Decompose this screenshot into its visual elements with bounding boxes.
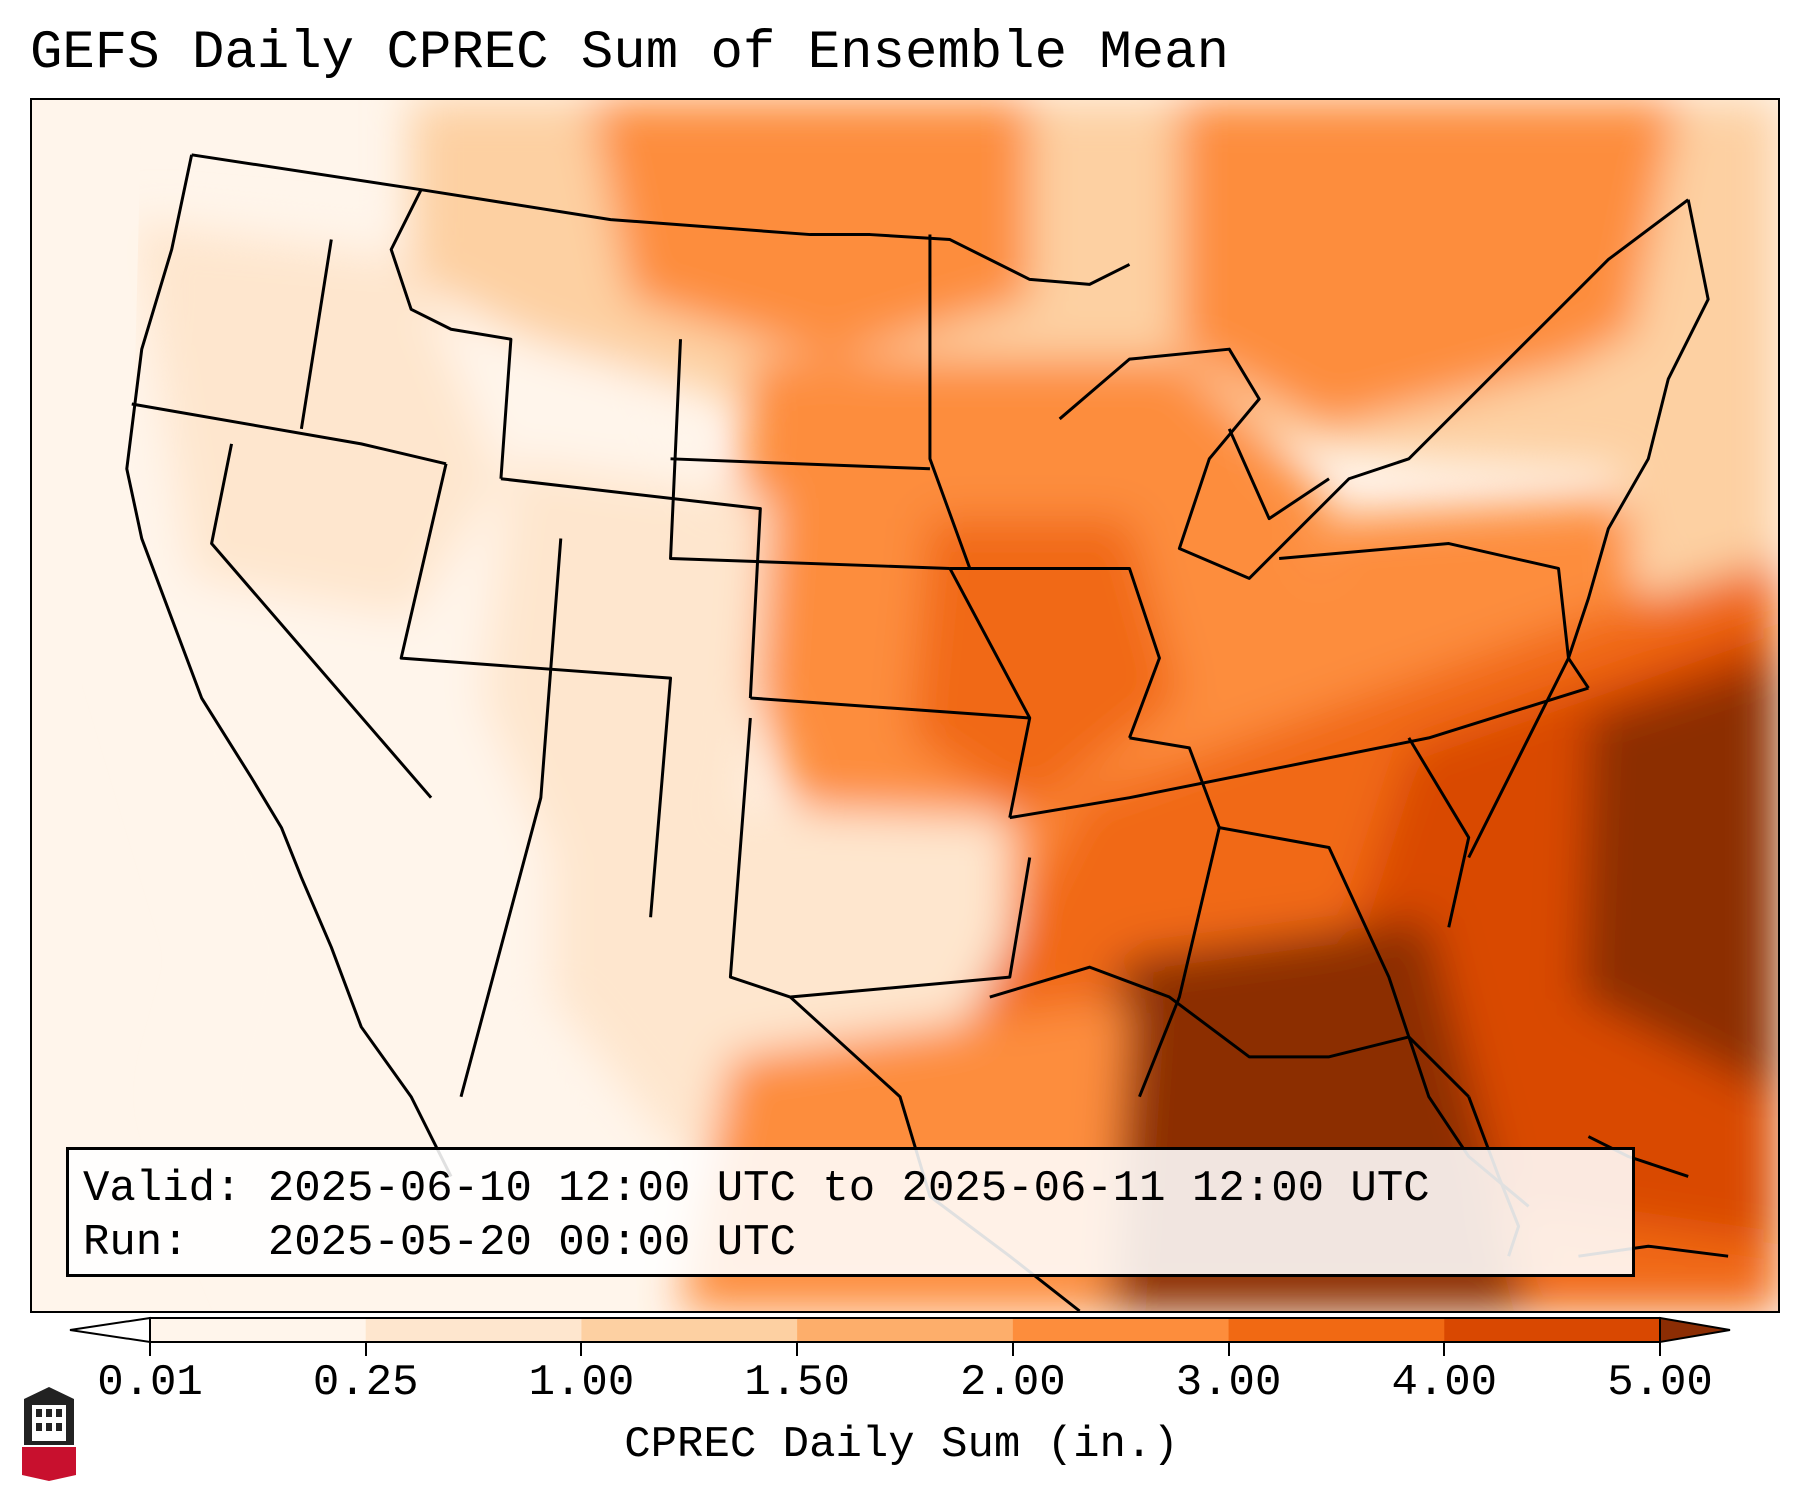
colorbar-tick-mark xyxy=(364,1342,367,1356)
colorbar-extend-low xyxy=(69,1316,151,1344)
colorbar-tick-mark xyxy=(1443,1342,1446,1356)
valid-run-info-box: Valid: 2025-06-10 12:00 UTC to 2025-06-1… xyxy=(66,1147,1635,1277)
colorbar-segment xyxy=(365,1318,582,1342)
colorbar-tick-label: 1.00 xyxy=(528,1358,635,1408)
run-line: Run: 2025-05-20 00:00 UTC xyxy=(83,1216,1618,1270)
valid-line: Valid: 2025-06-10 12:00 UTC to 2025-06-1… xyxy=(83,1162,1618,1216)
colorbar-segment xyxy=(1444,1318,1661,1342)
colorbar-tick-mark xyxy=(580,1342,583,1356)
valid-label: Valid: xyxy=(83,1164,242,1214)
colorbar-tick-mark xyxy=(149,1342,151,1356)
colorbar-tick-label: 3.00 xyxy=(1175,1358,1282,1408)
colorbar-tick-mark xyxy=(1227,1342,1230,1356)
valid-value: 2025-06-10 12:00 UTC to 2025-06-11 12:00… xyxy=(267,1164,1430,1214)
run-value: 2025-05-20 00:00 UTC xyxy=(267,1218,796,1268)
colorbar-tick-label: 5.00 xyxy=(1607,1358,1713,1408)
colorbar-tick-mark xyxy=(796,1342,799,1356)
colorbar-label: CPREC Daily Sum (in.) xyxy=(624,1420,1179,1470)
colorbar-outline xyxy=(149,1317,1661,1343)
map-title: GEFS Daily CPREC Sum of Ensemble Mean xyxy=(30,23,1229,84)
colorbar-segment xyxy=(581,1318,798,1342)
colorbar-segment xyxy=(797,1318,1014,1342)
colorbar-tick-label: 0.01 xyxy=(97,1358,203,1408)
colorbar-tick-mark xyxy=(1659,1342,1661,1356)
colorbar-segment xyxy=(150,1318,367,1342)
run-label: Run: xyxy=(83,1218,189,1268)
colorbar-extend-high xyxy=(1659,1316,1731,1344)
colorbar xyxy=(69,1316,1731,1344)
colorbar-tick-label: 0.25 xyxy=(312,1358,419,1408)
precip-map xyxy=(30,98,1780,1313)
colorbar-tick-label: 4.00 xyxy=(1391,1358,1498,1408)
colorbar-tick-label: 1.50 xyxy=(744,1358,850,1408)
colorbar-segment xyxy=(1228,1318,1445,1342)
niu-logo xyxy=(22,1387,76,1481)
colorbar-segment xyxy=(1012,1318,1230,1342)
colorbar-tick-label: 2.00 xyxy=(960,1358,1066,1408)
colorbar-tick-mark xyxy=(1011,1342,1014,1356)
precip-map-canvas xyxy=(32,100,1778,1311)
